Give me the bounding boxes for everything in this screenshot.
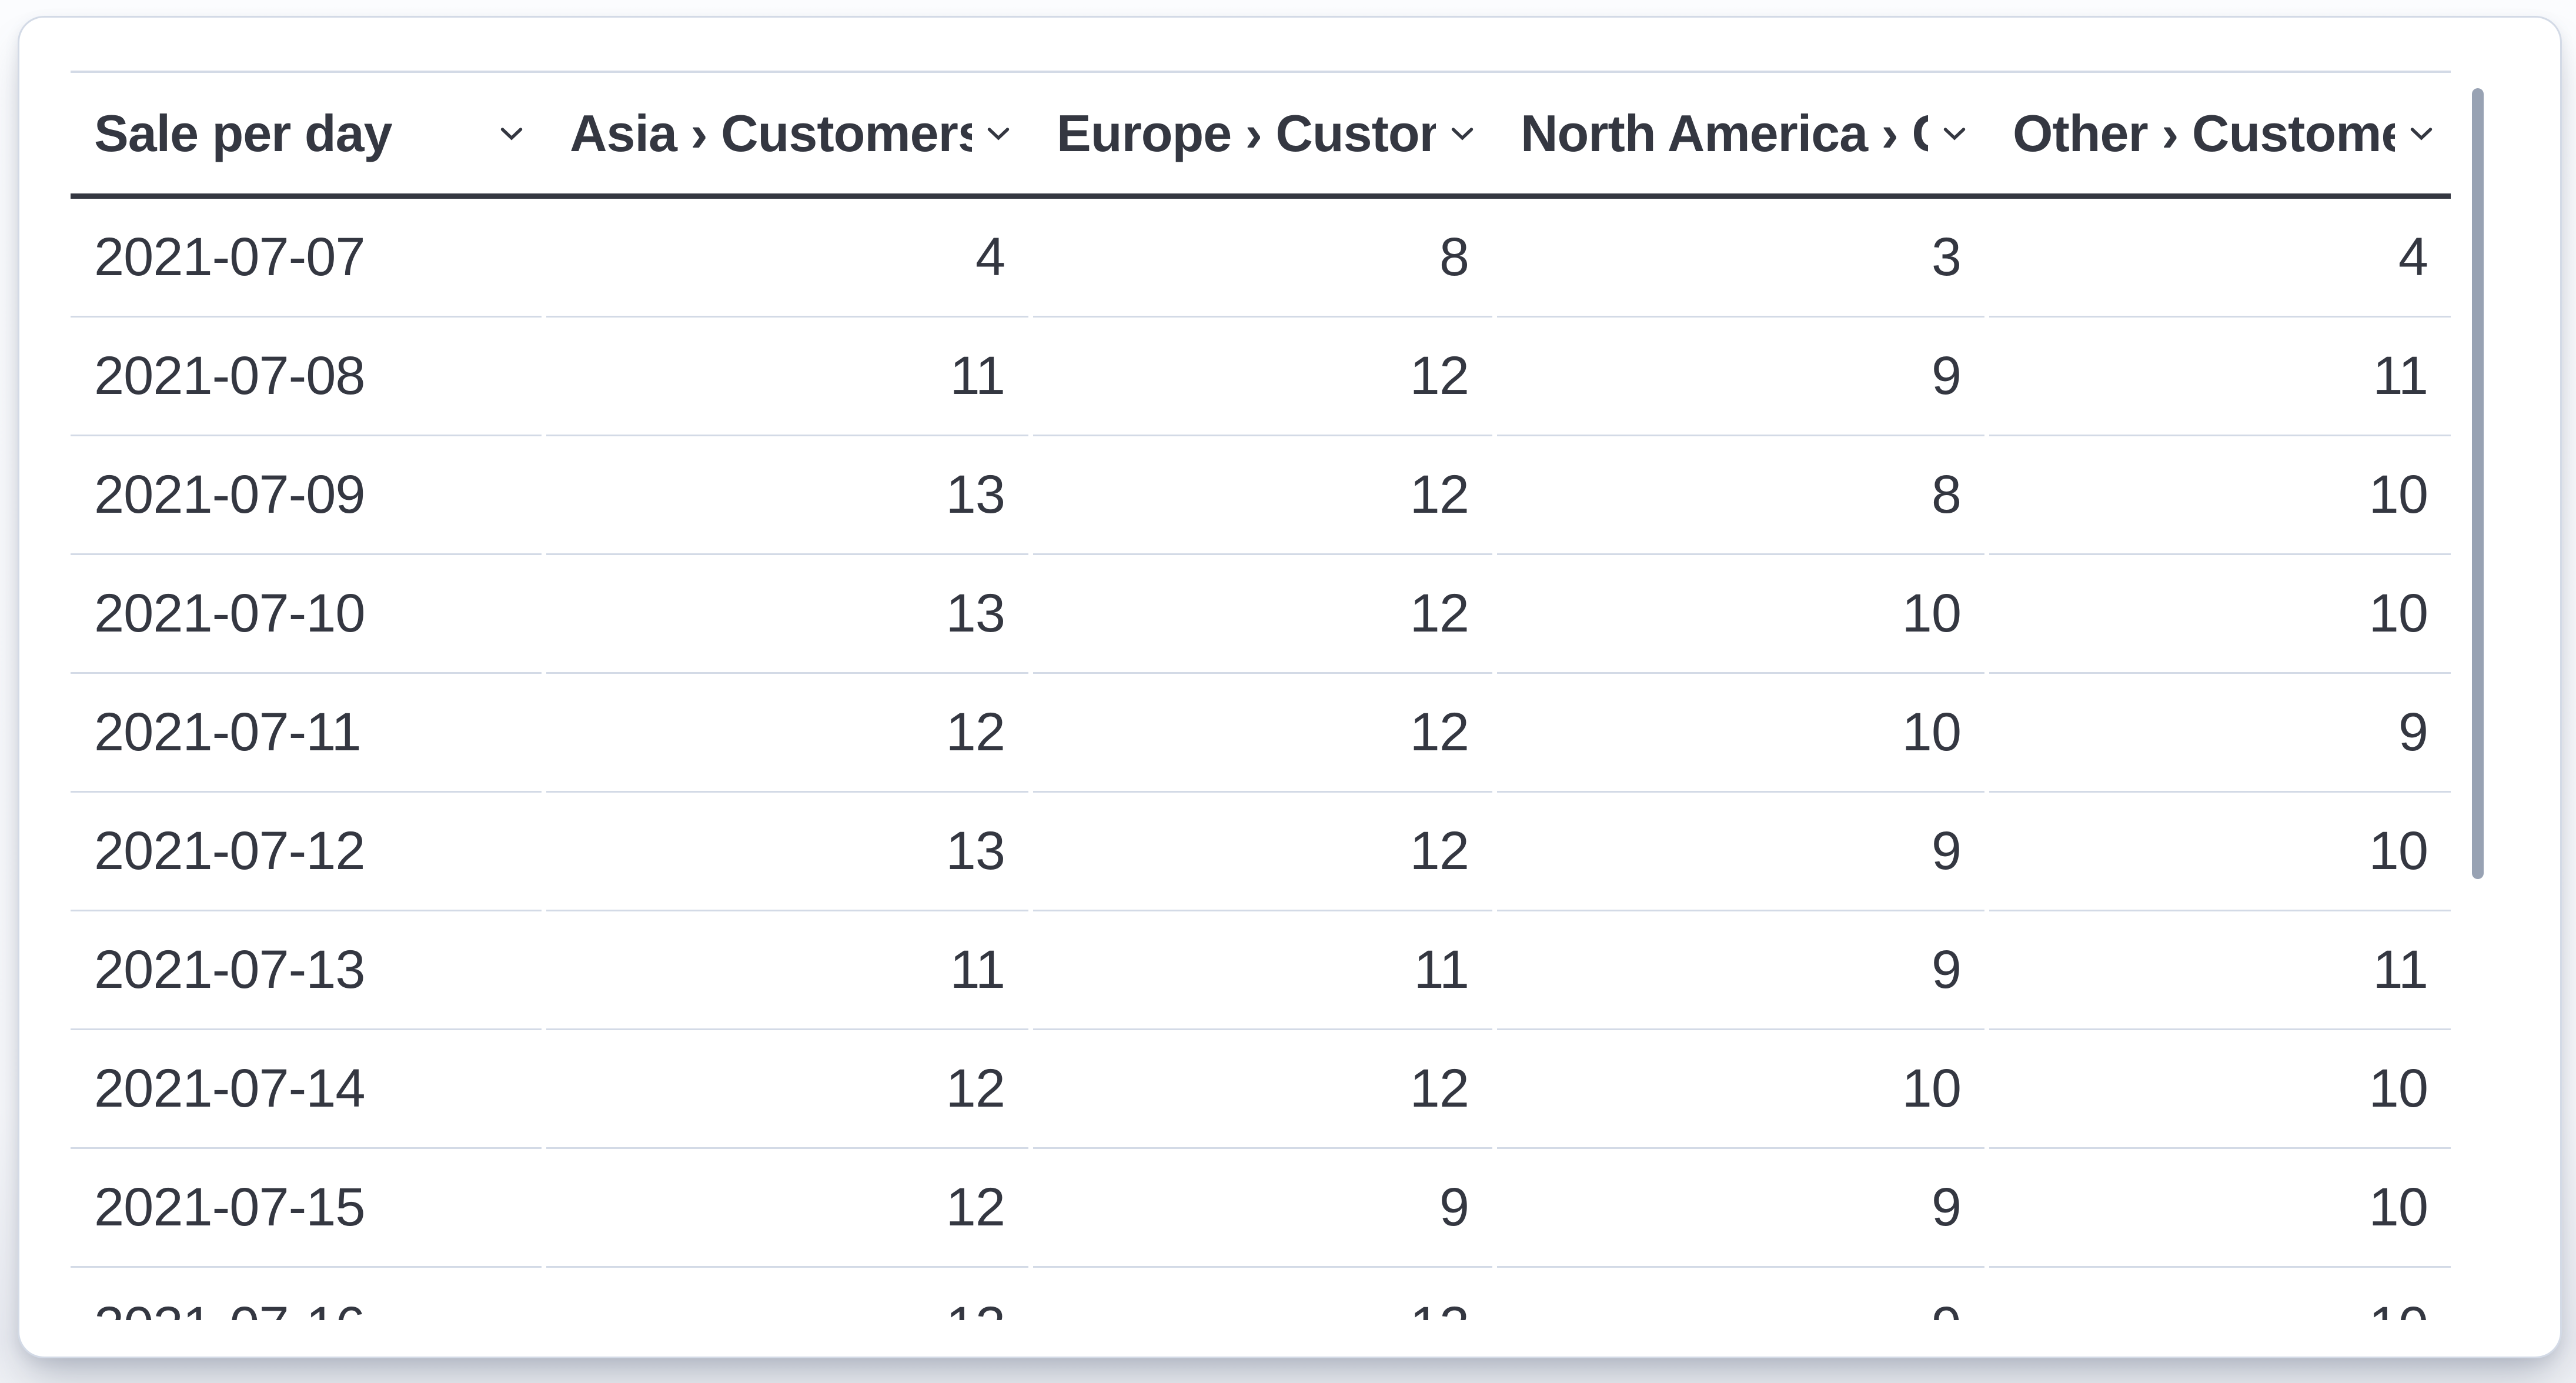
column-header-sale-per-day[interactable]: Sale per day <box>71 73 542 193</box>
chevron-down-icon[interactable] <box>1444 115 1481 152</box>
row-value-cell: 11 <box>1989 911 2451 1030</box>
row-value-cell: 11 <box>546 318 1028 436</box>
row-value-cell: 12 <box>1033 318 1492 436</box>
row-value-cell: 10 <box>1989 436 2451 555</box>
row-value-cell: 10 <box>1989 793 2451 911</box>
table-viewport: Sale per day Asia › Customers Europe › C… <box>71 71 2451 1320</box>
row-value-cell: 10 <box>1989 1030 2451 1149</box>
row-value-cell: 8 <box>1497 436 1984 555</box>
chevron-down-icon[interactable] <box>1936 115 1973 152</box>
row-value-cell: 12 <box>1033 555 1492 674</box>
row-value-cell: 9 <box>1497 1149 1984 1268</box>
datatable-card: Sale per day Asia › Customers Europe › C… <box>18 16 2562 1358</box>
row-date-cell: 2021-07-12 <box>71 793 542 911</box>
row-date-cell: 2021-07-14 <box>71 1030 542 1149</box>
row-date-cell: 2021-07-16 <box>71 1268 542 1320</box>
vertical-scrollbar-thumb[interactable] <box>2472 88 2484 879</box>
column-header-asia-customers[interactable]: Asia › Customers <box>546 73 1028 193</box>
row-value-cell: 10 <box>1497 555 1984 674</box>
row-date-cell: 2021-07-11 <box>71 674 542 793</box>
row-value-cell: 12 <box>1033 1268 1492 1320</box>
column-header-north-america-customers[interactable]: North America › Customers <box>1497 73 1984 193</box>
row-value-cell: 10 <box>1989 1268 2451 1320</box>
row-value-cell: 11 <box>546 911 1028 1030</box>
row-value-cell: 9 <box>1497 793 1984 911</box>
row-value-cell: 10 <box>1989 1149 2451 1268</box>
row-date-cell: 2021-07-08 <box>71 318 542 436</box>
chevron-down-icon[interactable] <box>493 115 530 152</box>
row-value-cell: 3 <box>1497 199 1984 318</box>
row-value-cell: 12 <box>546 674 1028 793</box>
row-date-cell: 2021-07-13 <box>71 911 542 1030</box>
column-header-label: Other › Customers <box>2013 103 2395 162</box>
row-value-cell: 10 <box>1989 555 2451 674</box>
column-header-label: Europe › Customers <box>1057 103 1436 162</box>
column-header-label: Asia › Customers <box>570 103 972 162</box>
row-value-cell: 12 <box>1033 674 1492 793</box>
row-value-cell: 12 <box>546 1149 1028 1268</box>
row-value-cell: 13 <box>546 793 1028 911</box>
table-header-row: Sale per day Asia › Customers Europe › C… <box>71 71 2451 199</box>
row-value-cell: 10 <box>1497 674 1984 793</box>
row-date-cell: 2021-07-09 <box>71 436 542 555</box>
row-value-cell: 9 <box>1497 318 1984 436</box>
row-date-cell: 2021-07-15 <box>71 1149 542 1268</box>
row-value-cell: 11 <box>1033 911 1492 1030</box>
table-body: 2021-07-07 4 8 3 4 2021-07-08 11 12 9 11 2021-07-0… <box>71 199 2451 1320</box>
column-header-label: North America › Customers <box>1521 103 1928 162</box>
row-value-cell: 13 <box>546 555 1028 674</box>
chevron-down-icon[interactable] <box>2403 115 2440 152</box>
row-value-cell: 12 <box>1033 1030 1492 1149</box>
row-value-cell: 9 <box>1497 1268 1984 1320</box>
chevron-down-icon[interactable] <box>980 115 1017 152</box>
row-value-cell: 9 <box>1989 674 2451 793</box>
column-header-label: Sale per day <box>94 103 393 162</box>
column-header-other-customers[interactable]: Other › Customers <box>1989 73 2451 193</box>
row-value-cell: 12 <box>1033 793 1492 911</box>
column-header-europe-customers[interactable]: Europe › Customers <box>1033 73 1492 193</box>
row-value-cell: 10 <box>1497 1030 1984 1149</box>
row-date-cell: 2021-07-07 <box>71 199 542 318</box>
row-value-cell: 11 <box>1989 318 2451 436</box>
row-value-cell: 9 <box>1497 911 1984 1030</box>
row-date-cell: 2021-07-10 <box>71 555 542 674</box>
row-value-cell: 9 <box>1033 1149 1492 1268</box>
row-value-cell: 4 <box>546 199 1028 318</box>
row-value-cell: 12 <box>1033 436 1492 555</box>
row-value-cell: 12 <box>546 1030 1028 1149</box>
row-value-cell: 12 <box>546 1268 1028 1320</box>
row-value-cell: 13 <box>546 436 1028 555</box>
row-value-cell: 4 <box>1989 199 2451 318</box>
row-value-cell: 8 <box>1033 199 1492 318</box>
